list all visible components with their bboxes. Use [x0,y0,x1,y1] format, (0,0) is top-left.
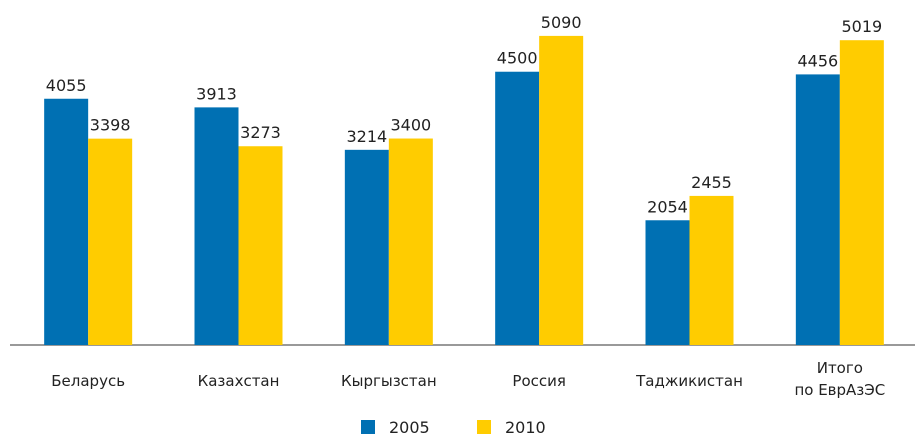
value-label: 3398 [90,116,131,135]
bar [689,195,734,345]
bar [194,107,239,346]
x-tick-label: Кыргызстан [340,372,437,390]
legend-label: 2010 [505,418,546,436]
value-label: 4500 [497,49,538,68]
bar [539,35,584,345]
x-tick-label: Беларусь [51,372,126,390]
bar [495,71,540,346]
bar [44,98,89,345]
x-tick-label: Казахстан [197,372,280,390]
bar [238,146,283,345]
bar [795,74,840,346]
x-tick-label: Таджикистан [636,372,743,390]
value-label: 3400 [390,116,431,135]
value-label: 3913 [196,84,237,103]
x-tick-label: Итого по ЕврАзЭС [794,359,886,399]
legend-label: 2005 [389,418,430,436]
value-label: 4456 [797,51,838,70]
value-label: 2054 [647,197,688,216]
value-label: 5019 [841,17,882,36]
value-label: 5090 [541,13,582,32]
legend-swatch [477,420,491,434]
bar [645,220,690,345]
x-tick-label: Россия [512,372,566,390]
legend-swatch [361,420,375,434]
value-label: 3273 [240,123,281,142]
bar [88,138,133,345]
value-label: 3214 [346,127,387,146]
value-label: 2455 [691,173,732,192]
bar [839,40,884,346]
bar [344,149,389,345]
value-label: 4055 [46,76,87,95]
bar [388,138,433,345]
